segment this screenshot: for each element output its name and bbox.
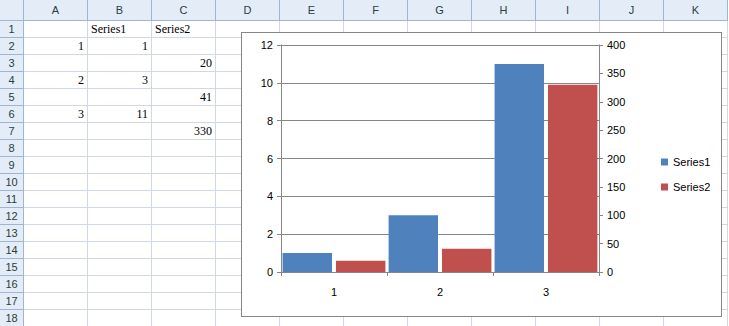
svg-text:6: 6 (267, 153, 273, 165)
html-text:14: 14 (5, 244, 18, 256)
html-text:D: D (243, 4, 252, 16)
html-text:J: J (628, 4, 635, 16)
html-text:3: 3 (142, 73, 148, 87)
html-text:2: 2 (78, 73, 84, 87)
html-text:13: 13 (5, 227, 18, 239)
svg-text:4: 4 (267, 190, 273, 202)
html-text:18: 18 (5, 312, 18, 324)
html-text:K: K (691, 4, 700, 16)
html-text:20: 20 (200, 56, 212, 70)
html-text:11: 11 (5, 193, 18, 205)
html-text:G: G (435, 4, 444, 16)
html-text:Series1: Series1 (91, 22, 127, 36)
svg-text:400: 400 (607, 39, 625, 51)
svg-text:Series2: Series2 (673, 181, 710, 193)
html-text:17: 17 (5, 295, 18, 307)
svg-text:8: 8 (267, 115, 273, 127)
html-text:H: H (499, 4, 508, 16)
html-text:B: B (115, 4, 124, 16)
svg-text:10: 10 (261, 77, 273, 89)
html-text:330: 330 (194, 124, 212, 138)
html-text:5: 5 (8, 91, 15, 103)
svg-text:Series1: Series1 (673, 156, 710, 168)
svg-text:50: 50 (607, 238, 619, 250)
svg-text:200: 200 (607, 153, 625, 165)
html-text:2: 2 (8, 40, 15, 52)
html-text:3: 3 (8, 57, 15, 69)
svg-text:12: 12 (261, 39, 273, 51)
svg-text:2: 2 (437, 286, 443, 298)
html-text:1: 1 (142, 39, 148, 53)
html-text:F: F (372, 4, 379, 16)
html-text:1: 1 (78, 39, 84, 53)
html-text:8: 8 (8, 142, 15, 154)
html-text:6: 6 (8, 108, 15, 120)
html-text:15: 15 (5, 261, 18, 273)
svg-text:2: 2 (267, 228, 273, 240)
html-text:10: 10 (5, 176, 18, 188)
svg-text:250: 250 (607, 124, 625, 136)
html-text:E: E (307, 4, 316, 16)
svg-text:3: 3 (543, 286, 549, 298)
svg-text:300: 300 (607, 96, 625, 108)
html-text:11: 11 (136, 107, 148, 121)
html-text:Series2: Series2 (155, 22, 191, 36)
html-text:A: A (51, 4, 60, 16)
svg-text:350: 350 (607, 67, 625, 79)
html-text:16: 16 (5, 278, 18, 290)
html-text:41: 41 (200, 90, 212, 104)
html-text:7: 7 (8, 125, 15, 137)
html-text:3: 3 (78, 107, 84, 121)
html-text:1: 1 (8, 23, 15, 35)
svg-text:1: 1 (331, 286, 337, 298)
html-text:9: 9 (8, 159, 15, 171)
html-text:4: 4 (8, 74, 15, 86)
svg-text:100: 100 (607, 209, 625, 221)
svg-text:0: 0 (267, 266, 273, 278)
html-text:12: 12 (5, 210, 18, 222)
svg-text:0: 0 (607, 266, 613, 278)
html-text:C: C (179, 4, 188, 16)
svg-text:150: 150 (607, 181, 625, 193)
html-text:I: I (566, 4, 569, 16)
